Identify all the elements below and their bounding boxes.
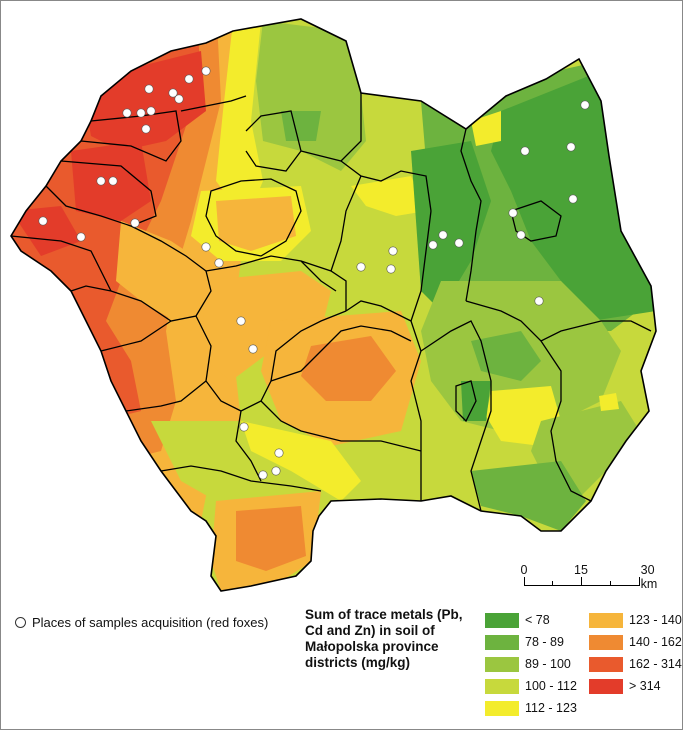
concentration-surface <box>11 19 656 591</box>
sample-point <box>356 262 366 272</box>
sample-point <box>239 422 249 432</box>
sample-point <box>248 344 258 354</box>
sample-point <box>568 194 578 204</box>
sample-point <box>141 124 151 134</box>
legend-label: 89 - 100 <box>525 657 571 671</box>
sample-point <box>96 176 106 186</box>
legend-item: > 314 <box>589 677 685 695</box>
legend-label: < 78 <box>525 613 550 627</box>
legend-swatch <box>485 678 519 694</box>
sample-point <box>174 94 184 104</box>
sample-point <box>580 100 590 110</box>
legend-item: 123 - 140 <box>589 611 685 629</box>
legend-swatch <box>589 678 623 694</box>
sample-point <box>386 264 396 274</box>
legend-swatch <box>589 612 623 628</box>
legend-title: Sum of trace metals (Pb, Cd and Zn) in s… <box>305 607 463 670</box>
sample-point <box>201 242 211 252</box>
sample-point <box>214 258 224 268</box>
scale-bar: 0 15 30 km <box>520 563 658 595</box>
legend-label: 100 - 112 <box>525 679 577 693</box>
scale-tick <box>581 577 582 586</box>
district-boundaries <box>10 18 657 592</box>
scale-tick <box>639 577 640 586</box>
legend: < 78 123 - 140 78 - 89 140 - 162 89 - 100 162… <box>485 611 685 717</box>
legend-swatch <box>485 700 519 716</box>
sample-point <box>201 66 211 76</box>
sample-point <box>516 230 526 240</box>
legend-label: 162 - 314 <box>629 657 682 671</box>
sample-point <box>136 108 146 118</box>
sample-point <box>428 240 438 250</box>
legend-item: 162 - 314 <box>589 655 685 673</box>
scale-label-30: 30 km <box>640 563 658 591</box>
legend-empty <box>589 699 685 717</box>
scale-label-0: 0 <box>520 563 528 577</box>
legend-label: 78 - 89 <box>525 635 564 649</box>
sample-point <box>388 246 398 256</box>
legend-label: 140 - 162 <box>629 635 682 649</box>
legend-item: 78 - 89 <box>485 633 589 651</box>
sample-point <box>236 316 246 326</box>
sample-point <box>122 108 132 118</box>
sample-point <box>146 106 156 116</box>
legend-swatch <box>485 612 519 628</box>
sample-point <box>184 74 194 84</box>
sample-point <box>271 466 281 476</box>
sample-point-symbol <box>15 617 26 628</box>
sample-point <box>566 142 576 152</box>
sample-point <box>520 146 530 156</box>
sample-point <box>534 296 544 306</box>
legend-label: 112 - 123 <box>525 701 577 715</box>
sample-points <box>38 66 590 480</box>
sample-points-legend: Places of samples acquisition (red foxes… <box>15 615 268 630</box>
sample-point <box>108 176 118 186</box>
legend-item: 89 - 100 <box>485 655 589 673</box>
sample-point <box>274 448 284 458</box>
sample-point <box>438 230 448 240</box>
sample-point <box>454 238 464 248</box>
legend-swatch <box>485 634 519 650</box>
legend-item: 140 - 162 <box>589 633 685 651</box>
sample-point <box>258 470 268 480</box>
scale-tick <box>610 581 611 586</box>
legend-swatch <box>589 634 623 650</box>
legend-swatch <box>589 656 623 672</box>
legend-label: 123 - 140 <box>629 613 682 627</box>
sample-point <box>144 84 154 94</box>
legend-item: 112 - 123 <box>485 699 589 717</box>
sample-point <box>168 88 178 98</box>
scale-tick <box>552 581 553 586</box>
sample-points-label: Places of samples acquisition (red foxes… <box>32 615 269 630</box>
sample-point <box>508 208 518 218</box>
scale-label-15: 15 <box>574 563 588 577</box>
sample-point <box>130 218 140 228</box>
legend-label: > 314 <box>629 679 661 693</box>
legend-item: 100 - 112 <box>485 677 589 695</box>
heat-map <box>10 18 657 592</box>
legend-item: < 78 <box>485 611 589 629</box>
scale-tick <box>524 577 525 586</box>
legend-swatch <box>485 656 519 672</box>
sample-point <box>38 216 48 226</box>
sample-point <box>76 232 86 242</box>
